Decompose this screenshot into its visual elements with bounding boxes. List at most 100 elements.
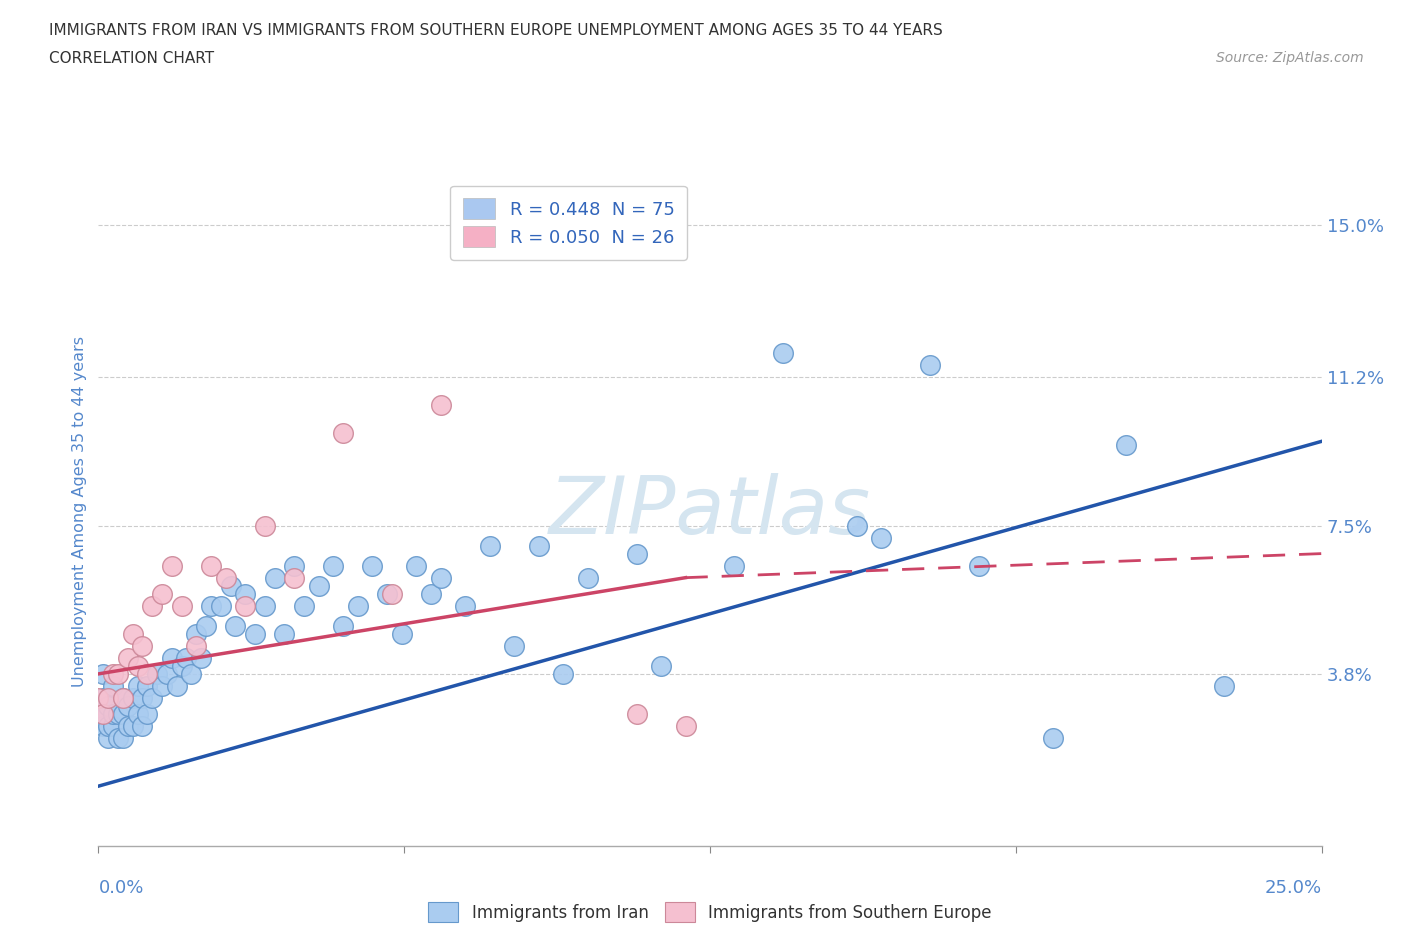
Point [160, 558, 183, 573]
Point [146, 667, 169, 682]
Point [117, 650, 139, 665]
Point [200, 598, 222, 613]
Point [117, 719, 139, 734]
Point [131, 638, 153, 653]
Point [675, 719, 697, 734]
Point [136, 707, 159, 722]
Point [186, 626, 208, 641]
Text: CORRELATION CHART: CORRELATION CHART [49, 51, 214, 66]
Point [186, 638, 208, 653]
Legend: Immigrants from Iran, Immigrants from Southern Europe: Immigrants from Iran, Immigrants from So… [418, 893, 1002, 930]
Point [503, 638, 526, 653]
Point [150, 679, 173, 694]
Point [870, 530, 893, 545]
Point [209, 598, 232, 613]
Point [292, 598, 315, 613]
Point [107, 707, 129, 722]
Text: Source: ZipAtlas.com: Source: ZipAtlas.com [1216, 51, 1364, 65]
Point [332, 426, 354, 441]
Y-axis label: Unemployment Among Ages 35 to 44 years: Unemployment Among Ages 35 to 44 years [72, 336, 87, 687]
Point [430, 398, 453, 413]
Point [97, 719, 120, 734]
Point [131, 690, 153, 705]
Point [121, 626, 143, 641]
Point [346, 598, 368, 613]
Point [1212, 679, 1234, 694]
Point [478, 538, 501, 553]
Point [160, 650, 183, 665]
Point [107, 667, 129, 682]
Point [772, 346, 794, 361]
Text: IMMIGRANTS FROM IRAN VS IMMIGRANTS FROM SOUTHERN EUROPE UNEMPLOYMENT AMONG AGES : IMMIGRANTS FROM IRAN VS IMMIGRANTS FROM … [49, 23, 943, 38]
Point [381, 586, 404, 601]
Point [200, 558, 222, 573]
Point [111, 690, 134, 705]
Point [845, 518, 868, 533]
Point [967, 558, 990, 573]
Point [224, 618, 246, 633]
Point [91, 690, 114, 705]
Point [127, 679, 149, 694]
Point [527, 538, 550, 553]
Point [156, 667, 179, 682]
Point [127, 658, 149, 673]
Point [253, 518, 276, 533]
Point [170, 598, 193, 613]
Point [111, 731, 134, 746]
Point [405, 558, 427, 573]
Point [141, 690, 163, 705]
Point [454, 598, 477, 613]
Point [243, 626, 266, 641]
Point [626, 707, 648, 722]
Point [101, 719, 124, 734]
Point [263, 570, 285, 585]
Point [576, 570, 599, 585]
Point [308, 578, 330, 593]
Point [430, 570, 453, 585]
Point [91, 667, 114, 682]
Point [375, 586, 398, 601]
Point [1115, 438, 1137, 453]
Point [166, 679, 188, 694]
Point [117, 698, 139, 713]
Point [283, 570, 305, 585]
Point [1042, 731, 1064, 746]
Point [920, 358, 942, 373]
Point [97, 731, 120, 746]
Text: ZIPatlas: ZIPatlas [548, 472, 872, 551]
Point [136, 667, 159, 682]
Point [190, 650, 212, 665]
Point [322, 558, 344, 573]
Point [361, 558, 384, 573]
Point [87, 690, 110, 705]
Point [141, 598, 163, 613]
Point [253, 598, 276, 613]
Point [553, 667, 575, 682]
Point [127, 707, 149, 722]
Point [111, 690, 134, 705]
Point [723, 558, 745, 573]
Point [97, 690, 120, 705]
Point [107, 731, 129, 746]
Point [91, 707, 114, 722]
Point [97, 698, 120, 713]
Point [283, 558, 305, 573]
Point [233, 586, 256, 601]
Point [101, 667, 124, 682]
Point [101, 707, 124, 722]
Point [233, 598, 256, 613]
Point [131, 719, 153, 734]
Point [195, 618, 218, 633]
Point [111, 707, 134, 722]
Point [626, 546, 648, 561]
Point [170, 658, 193, 673]
Point [136, 679, 159, 694]
Point [91, 707, 114, 722]
Point [121, 719, 143, 734]
Point [150, 586, 173, 601]
Point [332, 618, 354, 633]
Text: 25.0%: 25.0% [1264, 879, 1322, 897]
Point [391, 626, 413, 641]
Point [420, 586, 443, 601]
Point [91, 719, 114, 734]
